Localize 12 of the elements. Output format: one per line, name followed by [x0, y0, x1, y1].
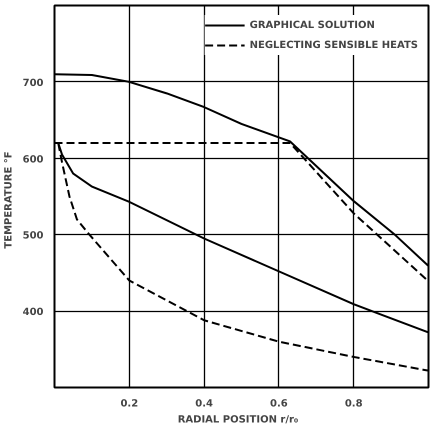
y-tick-label: 600 [22, 154, 44, 166]
y-tick-label: 500 [22, 230, 44, 242]
x-tick-label: 0.4 [195, 398, 213, 410]
y-axis-title: TEMPERATURE °F [4, 151, 15, 249]
x-axis-title: RADIAL POSITION r/r₀ [178, 414, 298, 426]
x-tick-label: 0.6 [270, 398, 288, 410]
legend-label: NEGLECTING SENSIBLE HEATS [250, 40, 418, 50]
y-tick-label: 700 [22, 78, 44, 89]
x-tick-label: 0.2 [120, 398, 138, 410]
y-tick-label: 400 [22, 307, 44, 318]
legend-label: GRAPHICAL SOLUTION [250, 20, 375, 30]
x-tick-label: 0.8 [344, 398, 363, 410]
